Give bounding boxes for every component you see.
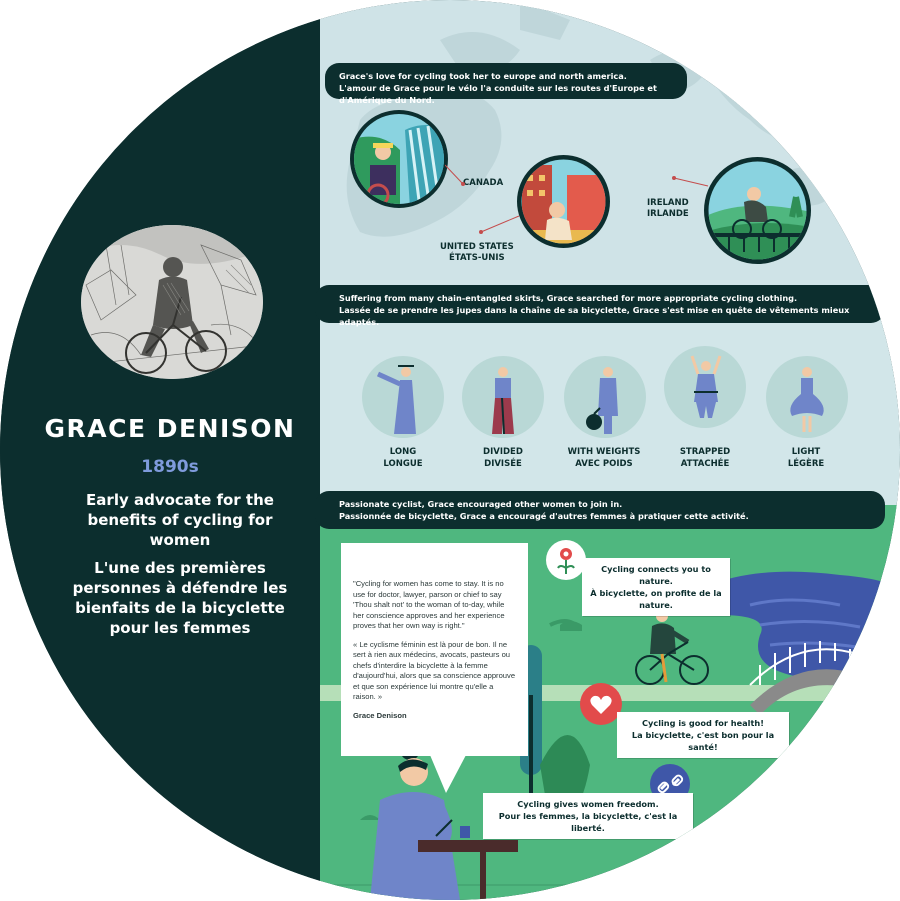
ireland-label-en: IRELAND	[647, 198, 689, 208]
quote-french: « Le cyclisme féminin est là pour de bon…	[353, 639, 516, 702]
clothing-weights-figure	[564, 356, 646, 438]
profile-column: GRACE DENISON 1890s Early advocate for t…	[0, 0, 320, 900]
clothing-light-figure	[766, 356, 848, 438]
clothing-banner-fr: Lassée de se prendre les jupes dans la c…	[339, 305, 850, 327]
clothing-long-fr: LONGUE	[383, 459, 423, 469]
us-label-fr: ÉTATS-UNIS	[449, 253, 505, 263]
clothing-weights-fr: AVEC POIDS	[575, 459, 633, 469]
clothing-divided-fr: DIVISÉE	[484, 459, 522, 469]
quote-card: "Cycling for women has come to stay. It …	[341, 543, 528, 756]
clothing-long-en: LONG	[389, 447, 417, 457]
freedom-fr: Pour les femmes, la bicyclette, c'est la…	[498, 811, 678, 833]
description-en: Early advocate for the benefits of cycli…	[86, 491, 274, 549]
nature-en: Cycling connects you to nature.	[601, 564, 711, 586]
profile-description: Early advocate for the benefits of cycli…	[60, 490, 300, 638]
canada-pointer	[445, 164, 465, 186]
description-fr: L'une des premières personnes à défendre…	[72, 559, 288, 637]
clothing-light-label: LIGHT LÉGÈRE	[751, 446, 861, 470]
us-scene	[517, 155, 610, 248]
era-label: 1890s	[141, 457, 199, 477]
canada-scene	[350, 110, 448, 208]
encourage-banner-en: Passionate cyclist, Grace encouraged oth…	[339, 499, 623, 509]
portrait-sketch	[81, 225, 263, 379]
clothing-divided-label: DIVIDED DIVISÉE	[448, 446, 558, 470]
canada-label: CANADA	[463, 178, 504, 188]
health-en: Cycling is good for health!	[642, 718, 764, 728]
health-note: Cycling is good for health! La bicyclett…	[617, 712, 789, 758]
clothing-divided-en: DIVIDED	[483, 447, 523, 457]
ireland-scene	[704, 157, 811, 264]
us-label-en: UNITED STATES	[440, 242, 514, 252]
quote-english: "Cycling for women has come to stay. It …	[353, 579, 505, 630]
heart-icon	[580, 683, 622, 725]
clothing-light-en: LIGHT	[791, 447, 821, 457]
writing-woman-illustration	[370, 740, 518, 900]
health-fr: La bicyclette, c'est bon pour la santé!	[631, 730, 775, 752]
clothing-long-label: LONG LONGUE	[348, 446, 458, 470]
nature-fr: À bicyclette, on profite de la nature.	[590, 588, 722, 610]
us-pointer	[479, 215, 520, 234]
nature-note: Cycling connects you to nature. À bicycl…	[582, 558, 730, 616]
travel-banner: Grace's love for cycling took her to eur…	[325, 63, 687, 105]
clothing-divided-figure	[462, 356, 544, 438]
freedom-en: Cycling gives women freedom.	[517, 799, 659, 809]
cyclist-illustration	[635, 607, 709, 685]
clothing-long-figure	[362, 356, 444, 438]
travel-banner-en: Grace's love for cycling took her to eur…	[339, 71, 627, 81]
travel-banner-fr: L'amour de Grace pour le vélo l'a condui…	[339, 83, 657, 105]
clothing-weights-en: WITH WEIGHTS	[567, 447, 641, 457]
clothing-strapped-fr: ATTACHÉE	[680, 459, 730, 469]
story-panel: Grace's love for cycling took her to eur…	[315, 0, 900, 900]
encourage-banner-fr: Passionnée de bicyclette, Grace a encour…	[339, 511, 749, 521]
clothing-banner-en: Suffering from many chain-entangled skir…	[339, 293, 798, 303]
speech-tail	[430, 755, 466, 793]
us-label: UNITED STATES ÉTATS-UNIS	[440, 242, 514, 264]
encourage-banner: Passionate cyclist, Grace encouraged oth…	[315, 491, 885, 529]
clothing-weights-label: WITH WEIGHTS AVEC POIDS	[549, 446, 659, 470]
ireland-label: IRELAND IRLANDE	[647, 198, 689, 220]
ireland-label-fr: IRLANDE	[647, 209, 689, 219]
clothing-light-fr: LÉGÈRE	[787, 459, 825, 469]
clothing-strapped-figure	[664, 346, 746, 428]
clothing-strapped-label: STRAPPED ATTACHÉE	[650, 446, 760, 470]
clothing-strapped-en: STRAPPED	[679, 447, 731, 457]
freedom-note: Cycling gives women freedom. Pour les fe…	[483, 793, 693, 839]
quote-author: Grace Denison	[353, 710, 407, 720]
clothing-banner: Suffering from many chain-entangled skir…	[315, 285, 885, 327]
person-name: GRACE DENISON	[44, 414, 296, 443]
ireland-pointer	[672, 176, 709, 187]
flower-icon	[546, 540, 586, 580]
